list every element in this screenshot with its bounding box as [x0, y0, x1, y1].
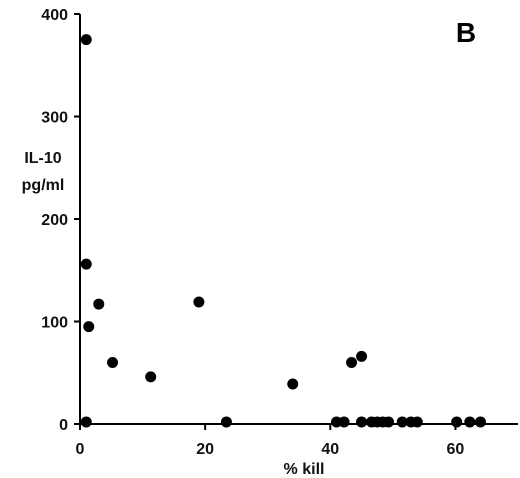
data-point [193, 296, 205, 308]
data-point [80, 416, 92, 428]
data-point [93, 298, 105, 310]
y-axis-title-line-1: IL-10 [24, 150, 61, 167]
data-point [396, 416, 408, 428]
y-tick-label: 0 [59, 417, 68, 434]
panel-label: B [456, 17, 476, 48]
y-tick-label: 300 [41, 110, 68, 127]
x-tick-label: 20 [196, 441, 214, 458]
x-tick-label: 40 [321, 441, 339, 458]
y-tick-label: 400 [41, 7, 68, 24]
data-point [80, 34, 92, 46]
data-points [80, 34, 486, 428]
data-point [356, 350, 368, 362]
data-point [338, 416, 350, 428]
data-point [287, 378, 299, 390]
data-point [382, 416, 394, 428]
data-point [145, 371, 157, 383]
x-tick-label: 60 [447, 441, 465, 458]
axes [79, 14, 518, 425]
data-point [107, 357, 119, 368]
ticks: 0 100 200 300 400 0 20 40 60 [41, 7, 464, 458]
data-point [220, 416, 232, 428]
data-point [451, 416, 463, 428]
data-point [411, 416, 423, 428]
data-point [464, 416, 476, 428]
x-axis-title: % kill [284, 461, 325, 478]
y-tick-label: 100 [41, 315, 68, 332]
y-axis-title-line-2: pg/ml [22, 177, 65, 194]
data-point [80, 258, 92, 270]
data-point [474, 416, 486, 428]
data-point [346, 357, 358, 368]
data-point [83, 321, 95, 333]
x-tick-label: 0 [76, 441, 85, 458]
data-point [356, 416, 368, 428]
y-tick-label: 200 [41, 212, 68, 229]
